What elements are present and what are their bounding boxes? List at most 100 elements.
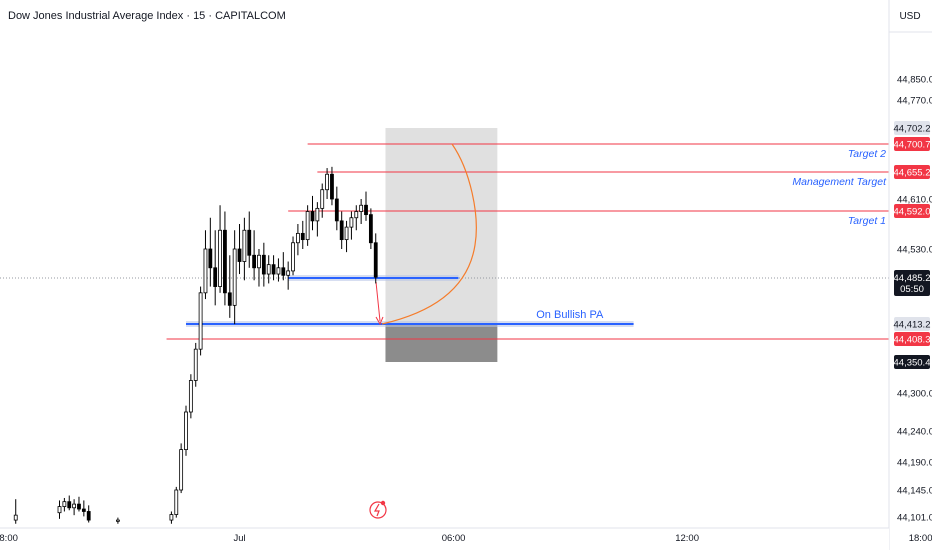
y-tick-label: 44,610.0: [897, 195, 932, 206]
candle: [188, 374, 193, 419]
candle-body: [198, 292, 203, 350]
candle-body: [315, 207, 320, 222]
candle: [339, 211, 344, 249]
zone-box-1: [385, 324, 498, 362]
price-badge-label: 44,413.2: [894, 320, 931, 331]
candle-body: [344, 226, 349, 241]
candle-body: [330, 173, 334, 200]
candle: [291, 236, 295, 276]
candle: [193, 342, 198, 387]
candle: [57, 500, 62, 519]
current-price-badge: [894, 270, 930, 296]
zone-box-0: [385, 128, 498, 324]
candle: [232, 230, 237, 325]
candle: [72, 499, 77, 516]
candle: [208, 217, 213, 287]
candle: [218, 205, 222, 293]
price-badge: [894, 137, 930, 151]
candle: [13, 499, 18, 524]
candle-body: [218, 229, 222, 287]
candle-body: [193, 348, 198, 381]
candle-body: [174, 489, 179, 515]
candle: [213, 230, 218, 306]
candle: [276, 258, 281, 282]
candle-body: [291, 242, 295, 272]
candle: [349, 211, 354, 240]
candle: [174, 486, 179, 518]
candle: [373, 233, 378, 284]
candle: [115, 517, 120, 524]
candle: [223, 211, 227, 306]
candle-body: [72, 503, 77, 509]
candle-body: [62, 501, 67, 507]
level-label-0: Target 2: [848, 148, 886, 160]
price-badge: [894, 165, 930, 179]
price-badge-label: 44,408.3: [894, 335, 931, 346]
blue-line-label-1: On Bullish PA: [536, 309, 604, 321]
candle: [320, 183, 325, 218]
candle: [325, 168, 329, 199]
candle: [252, 230, 257, 281]
candle: [286, 261, 291, 290]
candle: [77, 496, 81, 512]
candle-body: [334, 198, 339, 222]
lightning-icon: [373, 503, 380, 517]
price-badge-label: 44,592.0: [894, 207, 931, 218]
candle-body: [169, 514, 174, 521]
event-icon[interactable]: [369, 501, 387, 519]
candle-body: [86, 511, 91, 521]
candle: [86, 505, 91, 523]
y-tick-label: 44,145.0: [897, 486, 932, 497]
y-tick-label: 44,240.0: [897, 427, 932, 438]
current-price-label: 44,485.2: [894, 273, 931, 284]
candle-body: [67, 501, 72, 509]
candle-body: [373, 242, 378, 278]
candle-body: [320, 189, 325, 209]
candle: [295, 224, 300, 256]
candle-body: [310, 211, 315, 222]
projection-curve[interactable]: [381, 143, 477, 325]
x-tick-label: 18:00: [0, 533, 18, 544]
candle-body: [286, 270, 291, 276]
candle-body: [203, 248, 208, 294]
time-axis[interactable]: [0, 528, 889, 550]
candle: [305, 205, 310, 246]
countdown-label: 05:50: [900, 284, 924, 295]
candle-body: [266, 264, 271, 275]
candle: [179, 443, 184, 494]
price-badge: [894, 204, 930, 218]
price-badge-label: 44,700.7: [894, 140, 931, 151]
candle: [198, 286, 203, 356]
candle-body: [300, 232, 305, 241]
candle-body: [237, 248, 242, 262]
candle: [330, 166, 334, 206]
price-badge-label: 44,350.4: [894, 358, 931, 369]
currency-label[interactable]: USD: [899, 11, 920, 22]
y-tick-label: 44,530.0: [897, 245, 932, 256]
level-label-2: Target 1: [848, 215, 886, 227]
candle: [310, 195, 315, 231]
drop-arrow-line: [375, 281, 381, 322]
candle: [257, 249, 261, 287]
drop-arrow-head: [375, 316, 384, 326]
candle-body: [57, 506, 62, 514]
candle-body: [261, 254, 266, 275]
x-tick-label: 18:00: [909, 533, 932, 544]
level-label-1: Management Target: [792, 176, 887, 188]
candle: [261, 242, 266, 287]
candle-body: [305, 211, 310, 241]
candle-body: [208, 248, 213, 269]
price-badge: [894, 317, 930, 331]
candle: [359, 199, 364, 224]
candle-body: [232, 248, 237, 306]
candle-body: [271, 264, 276, 275]
candle: [281, 252, 286, 281]
candle: [271, 255, 276, 281]
candle-body: [81, 508, 86, 512]
price-badge: [894, 332, 930, 346]
y-tick-label: 44,101.0: [897, 513, 932, 524]
y-tick-label: 44,850.0: [897, 75, 932, 86]
candle: [364, 191, 368, 221]
candle-body: [364, 204, 368, 216]
